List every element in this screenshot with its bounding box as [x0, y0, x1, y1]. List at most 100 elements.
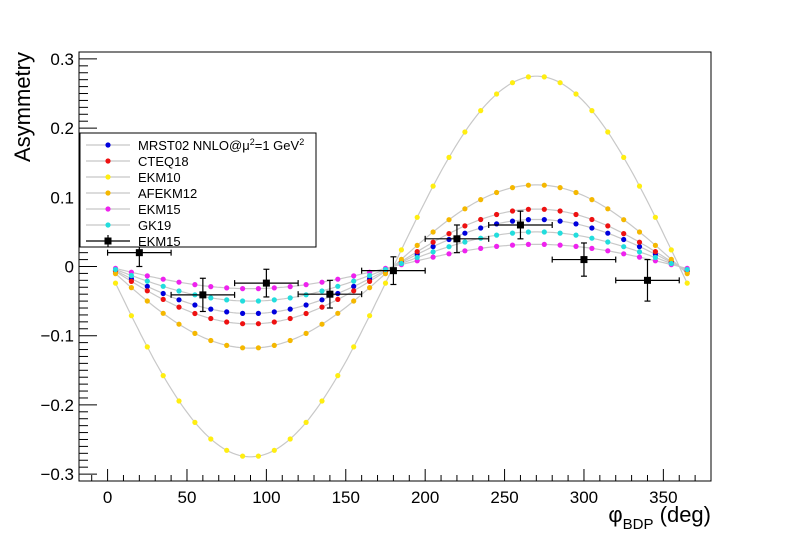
x-axis: 0 50 100 150 200 250 300 350	[91, 469, 696, 507]
legend-marker	[104, 237, 112, 245]
model-point	[224, 342, 230, 348]
model-point	[335, 373, 341, 379]
model-point	[144, 278, 150, 284]
model-point	[621, 236, 627, 243]
model-point	[240, 286, 246, 292]
model-point	[605, 248, 611, 254]
model-point	[494, 243, 500, 249]
model-point	[335, 310, 341, 316]
legend-label: EKM10	[138, 170, 181, 185]
model-point	[589, 197, 595, 203]
data-points	[106, 210, 680, 313]
x-tick-label: 50	[178, 488, 197, 507]
model-point	[478, 245, 484, 251]
model-point	[621, 154, 627, 160]
model-point	[176, 279, 182, 285]
model-point	[525, 217, 532, 223]
model-point	[462, 129, 468, 135]
model-point	[414, 214, 420, 220]
model-point	[478, 225, 484, 231]
data-marker	[326, 290, 334, 298]
model-point	[208, 295, 214, 301]
model-point	[287, 306, 293, 312]
legend-marker	[105, 142, 111, 148]
model-point	[303, 302, 309, 308]
y-tick-label: −0.3	[40, 465, 74, 484]
data-marker	[580, 256, 588, 264]
model-point	[351, 278, 357, 284]
legend-label-sup: 2	[250, 137, 255, 147]
model-point	[112, 266, 119, 273]
model-point	[494, 91, 500, 97]
model-point	[525, 241, 532, 247]
model-point	[367, 285, 373, 291]
y-tick-label: 0.1	[50, 188, 74, 207]
model-point	[160, 296, 166, 302]
model-point	[541, 182, 547, 188]
legend-label-part: MRST02 NNLO@	[138, 138, 242, 153]
model-point	[668, 256, 674, 262]
model-point	[160, 276, 166, 282]
model-point	[414, 254, 420, 261]
model-point	[319, 398, 325, 404]
model-point	[557, 230, 563, 236]
legend-label: EKM15	[138, 202, 181, 217]
model-point	[478, 216, 484, 223]
model-point	[509, 242, 516, 248]
model-point	[128, 272, 134, 279]
x-tick-label: 300	[570, 488, 598, 507]
model-point	[541, 74, 547, 80]
model-point	[224, 285, 230, 291]
model-point	[636, 183, 643, 189]
model-point	[112, 280, 119, 286]
y-tick-label: 0.3	[50, 50, 74, 69]
model-point	[494, 221, 500, 227]
model-point	[303, 292, 309, 298]
model-point	[367, 278, 373, 284]
model-point	[525, 229, 532, 235]
model-point	[160, 283, 166, 289]
data-marker	[262, 279, 270, 287]
model-point	[192, 282, 198, 288]
model-point	[509, 218, 516, 224]
model-point	[176, 297, 182, 303]
model-point	[430, 254, 436, 260]
model-point	[589, 235, 595, 241]
model-point	[557, 242, 563, 248]
model-point	[525, 182, 532, 188]
model-point	[573, 243, 579, 249]
y-tick-label: −0.2	[40, 396, 74, 415]
x-tick-label: 200	[411, 488, 439, 507]
model-point	[271, 309, 277, 315]
model-point	[621, 244, 627, 250]
model-point	[287, 295, 293, 301]
model-point	[605, 230, 611, 236]
model-point	[271, 319, 277, 325]
model-point	[160, 373, 166, 379]
model-point	[208, 436, 214, 442]
model-point	[605, 223, 611, 229]
model-point	[668, 260, 674, 267]
model-point	[112, 271, 119, 277]
model-point	[271, 285, 277, 291]
model-point	[636, 254, 643, 260]
legend: MRST02 NNLO@μ2=1 GeV2CTEQ18EKM10AFEKM12E…	[79, 132, 317, 249]
model-point	[224, 319, 230, 325]
model-point	[621, 251, 627, 257]
model-point	[255, 286, 261, 292]
model-point	[144, 288, 150, 294]
model-point	[430, 249, 436, 255]
y-axis-title: Asymmetry	[10, 52, 35, 162]
legend-label-part: =1 GeV	[255, 138, 300, 153]
model-point	[509, 185, 516, 191]
model-point	[128, 313, 134, 319]
y-tick-label: 0	[65, 258, 74, 277]
model-point	[509, 208, 516, 214]
data-marker	[516, 221, 524, 229]
model-point	[240, 298, 246, 304]
model-point	[398, 247, 404, 253]
y-axis: −0.3 −0.2 −0.1 0 0.1 0.2 0.3	[40, 50, 97, 484]
model-point	[430, 183, 436, 189]
model-point	[240, 321, 246, 327]
model-point	[589, 216, 595, 223]
